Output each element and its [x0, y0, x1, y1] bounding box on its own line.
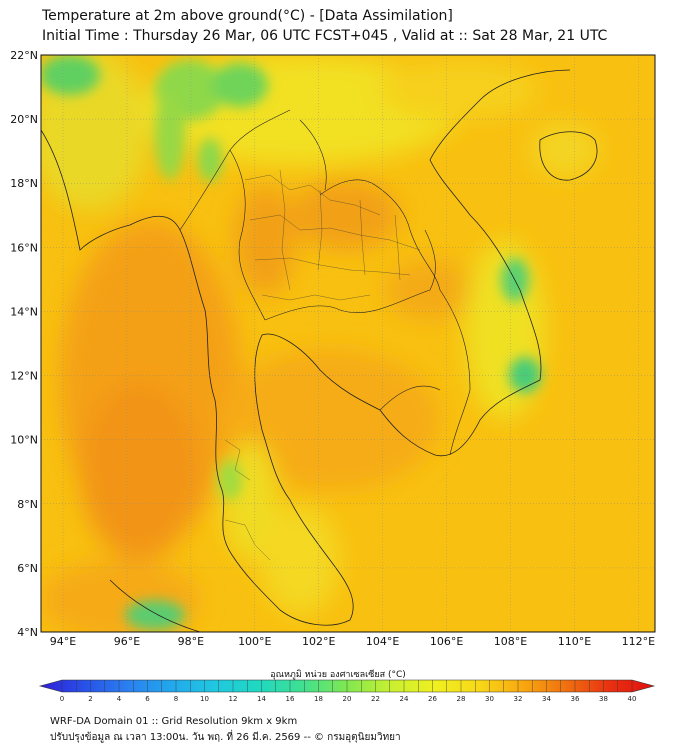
map-frame	[40, 54, 656, 633]
latitude-label: 4°N	[17, 626, 38, 639]
colorbar-tick-label: 26	[428, 695, 437, 703]
latitude-label: 14°N	[10, 305, 38, 318]
longitude-label: 112°E	[622, 635, 655, 648]
colorbar-tick-label: 10	[200, 695, 209, 703]
footer-update-info: ปรับปรุงข้อมูล ณ เวลา 13:00น. วัน พฤ. ที…	[50, 732, 401, 743]
longitude-label: 106°E	[430, 635, 463, 648]
colorbar-tick-label: 12	[229, 695, 238, 703]
chart-title: Temperature at 2m above ground(°C) - [Da…	[42, 8, 453, 24]
longitude-label: 94°E	[50, 635, 76, 648]
colorbar-tick-label: 28	[457, 695, 466, 703]
colorbar-tick-label: 36	[571, 695, 580, 703]
latitude-label: 6°N	[17, 562, 38, 575]
footer-domain-info: WRF-DA Domain 01 :: Grid Resolution 9km …	[50, 716, 298, 727]
colorbar-tick-label: 4	[117, 695, 122, 703]
latitude-label: 20°N	[10, 113, 38, 126]
chart-subtitle: Initial Time : Thursday 26 Mar, 06 UTC F…	[42, 28, 608, 44]
colorbar-title: อุณหภูมิ หน่วย องศาเซลเซียส (°C)	[270, 670, 406, 680]
longitude-labels: 94°E 96°E 98°E 100°E 102°E 104°E 106°E 108°E 110…	[50, 635, 655, 648]
longitude-label: 102°E	[302, 635, 335, 648]
longitude-label: 98°E	[178, 635, 204, 648]
latitude-label: 18°N	[10, 177, 38, 190]
longitude-label: 100°E	[238, 635, 271, 648]
coastlines	[41, 69, 598, 632]
latitude-label: 8°N	[17, 498, 38, 511]
province-borders	[224, 169, 421, 561]
latitude-label: 22°N	[10, 49, 38, 62]
colorbar-tick-label: 20	[343, 695, 352, 703]
latitude-labels: 22°N 20°N 18°N 16°N 14°N 12°N 10°N 8°N 6°N 4°N	[10, 49, 38, 639]
longitude-label: 104°E	[366, 635, 399, 648]
latitude-label: 12°N	[10, 370, 38, 383]
colorbar: 0 2 4 6 8 10 12 14 16 18 20 22 24 26 28 30 32 34 36 38 40	[38, 679, 656, 703]
colorbar-tick-label: 24	[400, 695, 409, 703]
longitude-label: 108°E	[494, 635, 527, 648]
colorbar-tick-label: 30	[485, 695, 494, 703]
colorbar-tick-label: 14	[257, 695, 266, 703]
longitude-label: 110°E	[558, 635, 591, 648]
colorbar-tick-label: 32	[514, 695, 523, 703]
colorbar-tick-label: 6	[145, 695, 150, 703]
colorbar-tick-label: 8	[174, 695, 178, 703]
colorbar-tick-labels: 0 2 4 6 8 10 12 14 16 18 20 22 24 26 28 30 32 34 36 38 40	[60, 695, 637, 703]
gridlines	[41, 55, 655, 632]
colorbar-tick-label: 40	[628, 695, 637, 703]
latitude-label: 16°N	[10, 241, 38, 254]
colorbar-tick-label: 38	[599, 695, 608, 703]
colorbar-tick-label: 0	[60, 695, 64, 703]
temperature-field	[41, 55, 655, 632]
latitude-label: 10°N	[10, 434, 38, 447]
colorbar-tick-label: 34	[542, 695, 551, 703]
colorbar-tick-label: 18	[314, 695, 323, 703]
colorbar-tick-label: 2	[88, 695, 92, 703]
longitude-label: 96°E	[114, 635, 140, 648]
colorbar-tick-label: 16	[286, 695, 295, 703]
colorbar-tick-label: 22	[371, 695, 380, 703]
country-borders	[179, 109, 471, 456]
